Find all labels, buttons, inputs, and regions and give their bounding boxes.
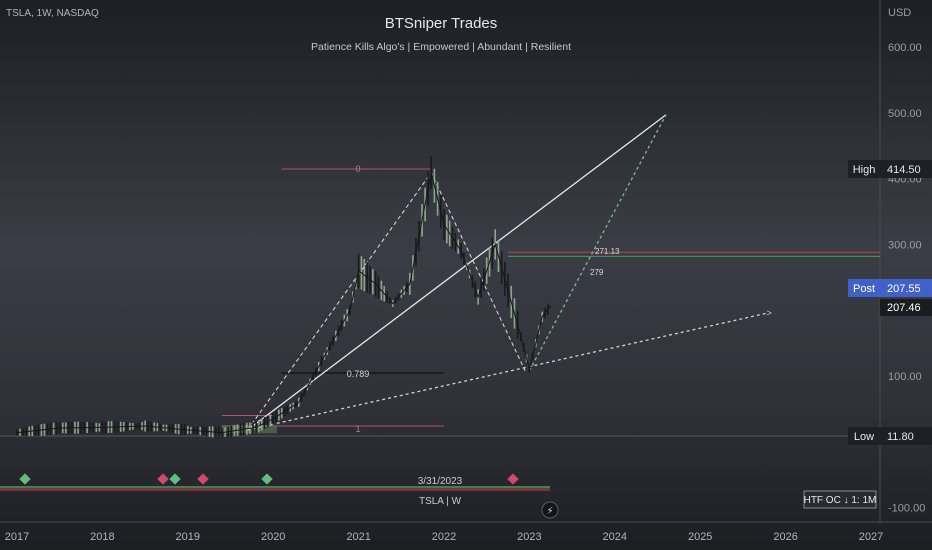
year-tick-0: 2017 [5, 531, 29, 543]
year-tick-6: 2023 [517, 531, 541, 543]
high-badge-value: 414.50 [887, 164, 921, 176]
currency-label: USD [888, 7, 911, 19]
signal-diamond-2 [169, 473, 181, 485]
signal-diamond-3 [197, 473, 209, 485]
time-axis-ticks: 2017 2018 2019 2020 2021 2022 2023 2024 2025 2026… [5, 531, 883, 543]
arrow-icon: > [767, 308, 772, 318]
year-tick-4: 2021 [346, 531, 370, 543]
year-tick-5: 2022 [432, 531, 456, 543]
trendline-1 [247, 312, 769, 431]
year-tick-1: 2018 [90, 531, 114, 543]
year-tick-10: 2027 [859, 531, 883, 543]
signal-strip-green [0, 486, 550, 488]
price-tick-5: -100.00 [888, 503, 925, 515]
last-price-badge: 207.46 [880, 299, 932, 316]
trendline-2 [528, 114, 667, 372]
signal-markers [0, 473, 550, 491]
year-tick-3: 2020 [261, 531, 285, 543]
post-badge: Post 207.55 [848, 279, 932, 297]
high-badge-label: High [853, 164, 876, 176]
price-tick-4: 100.00 [888, 371, 922, 383]
fib-mid-label: 0.789 [347, 369, 370, 379]
htf-label: HTF OC ↓ 1: 1M [804, 495, 877, 506]
ticker-label: TSLA | W [419, 496, 462, 507]
htf-badge: HTF OC ↓ 1: 1M [803, 490, 877, 509]
year-tick-7: 2024 [603, 531, 627, 543]
chart-title: BTSniper Trades [385, 15, 498, 32]
low-badge-label: Low [854, 431, 874, 443]
signal-diamond-5 [507, 473, 519, 485]
level-b-label: 279 [590, 268, 604, 277]
signal-diamond-4 [261, 473, 273, 485]
last-price-value: 207.46 [887, 302, 921, 314]
low-badge-value: 11.80 [887, 431, 914, 443]
level-a-label: 271.13 [595, 247, 620, 256]
year-tick-8: 2025 [688, 531, 712, 543]
post-badge-value: 207.55 [887, 283, 921, 295]
symbol-info: TSLA, 1W, NASDAQ [6, 8, 99, 19]
date-label: 3/31/2023 [418, 476, 463, 487]
year-tick-2: 2019 [176, 531, 200, 543]
post-badge-label: Post [853, 283, 875, 295]
price-tick-3: 300.00 [888, 239, 922, 251]
fib-top-label: 0 [355, 164, 360, 174]
trendlines-layer: > [247, 114, 772, 431]
signal-diamond-1 [157, 473, 169, 485]
signal-strip-red [0, 486, 550, 491]
high-badge: High 414.50 [848, 160, 932, 178]
levels-layer [221, 168, 880, 434]
low-badge: Low 11.80 [848, 427, 932, 445]
price-tick-0: 600.00 [888, 42, 922, 54]
price-layer [16, 156, 552, 439]
trendline-0 [247, 114, 667, 431]
price-tick-1: 500.00 [888, 108, 922, 120]
signal-diamond-0 [19, 473, 31, 485]
chart-subtitle: Patience Kills Algo's | Empowered | Abun… [311, 41, 571, 53]
fib-bottom-label: 1 [355, 424, 360, 434]
price-line [16, 172, 552, 434]
year-tick-9: 2026 [773, 531, 797, 543]
lightning-icon: ⚡ [546, 506, 553, 517]
replay-button[interactable]: ⚡ [541, 501, 559, 519]
